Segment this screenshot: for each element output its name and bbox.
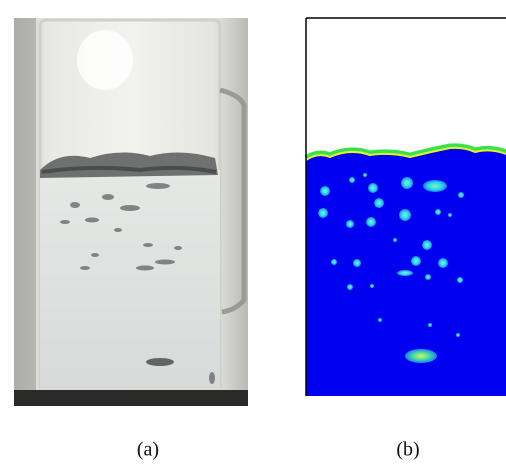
panel-label: (b) — [396, 439, 419, 461]
photo — [14, 18, 248, 406]
simulation — [304, 17, 506, 396]
panel-label: (a) — [137, 439, 159, 461]
